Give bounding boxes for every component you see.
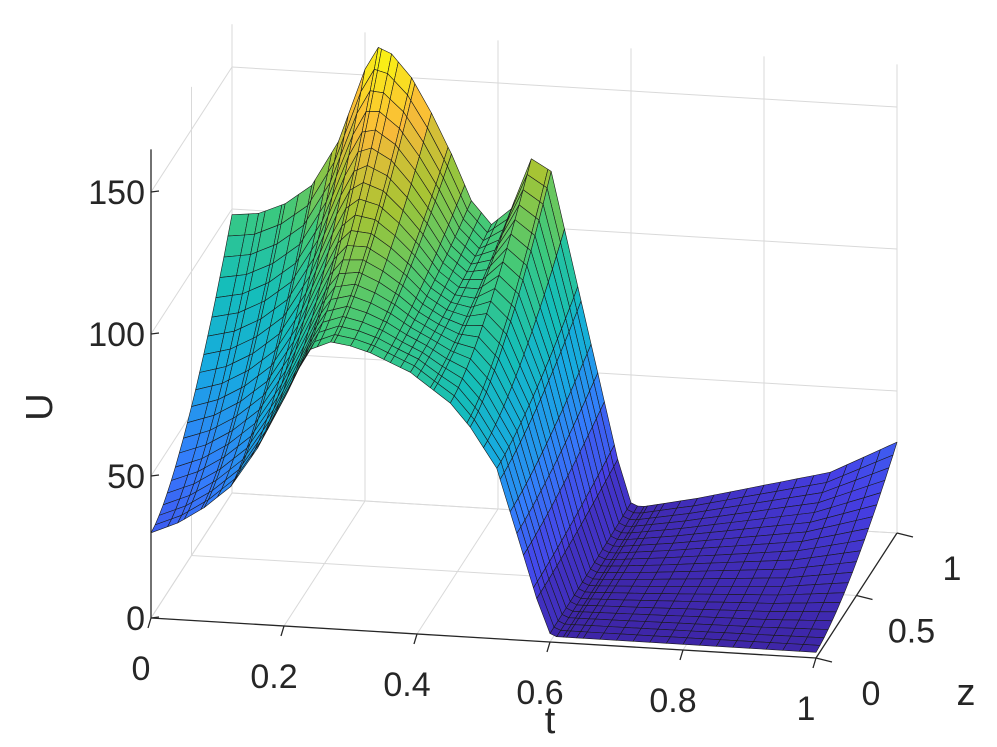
surface-patch <box>807 628 829 639</box>
y-axis-title: z <box>957 672 976 714</box>
z-axis-tick <box>896 532 914 538</box>
u-axis-tick <box>150 616 160 619</box>
side-wall-gridline-u <box>150 492 233 619</box>
u-axis-tick-label: 150 <box>88 174 145 212</box>
t-axis-tick-label: 0.2 <box>250 658 297 696</box>
t-axis-tick <box>679 649 684 661</box>
t-axis-tick <box>147 617 152 629</box>
t-axis-tick <box>413 633 418 645</box>
t-axis-tick-label: 1 <box>797 690 816 728</box>
t-axis-tick-label: 0.4 <box>383 666 430 704</box>
t-axis-tick-label: 0 <box>132 650 151 688</box>
t-axis-tick <box>812 657 817 669</box>
surface-layer <box>150 47 898 653</box>
z-axis-tick-label: 0.5 <box>888 613 935 651</box>
z-axis-tick-label: 1 <box>943 550 962 588</box>
t-axis-tick <box>280 625 285 637</box>
back-wall-gridline-u <box>231 66 898 108</box>
side-wall-gridline-u <box>150 208 233 335</box>
x-axis-title: t <box>545 700 556 742</box>
z-axis-title: U <box>19 393 61 420</box>
surface-patch <box>799 644 821 653</box>
surface-patch <box>803 636 825 646</box>
u-axis-tick-label: 100 <box>88 316 145 354</box>
side-wall-gridline-u <box>150 66 233 193</box>
u-axis-tick-label: 50 <box>107 458 145 496</box>
z-axis-tick <box>856 594 873 601</box>
t-axis-tick-label: 0.6 <box>516 674 563 712</box>
u-axis-tick <box>150 190 160 193</box>
u-axis-tick <box>150 332 160 335</box>
z-axis-tick-label: 0 <box>862 675 881 713</box>
surface-patch <box>815 611 837 622</box>
u-axis-tick <box>150 474 160 477</box>
t-axis-tick <box>546 641 551 653</box>
u-axis-tick-label: 0 <box>126 600 145 638</box>
t-axis-tick-label: 0.8 <box>649 682 696 720</box>
t-axis-line <box>150 617 817 659</box>
z-axis-tick <box>815 657 833 663</box>
